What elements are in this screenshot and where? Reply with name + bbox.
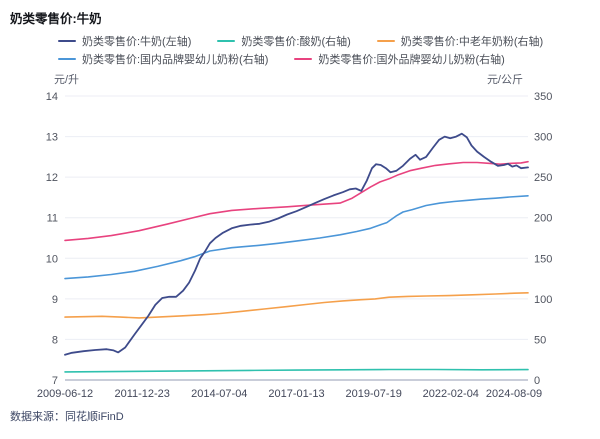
legend-label: 奶类零售价:国外品牌婴幼儿奶粉(右轴): [318, 54, 505, 66]
svg-text:7: 7: [52, 375, 58, 387]
left-axis-unit-label: 元/升: [54, 74, 80, 86]
svg-text:11: 11: [47, 213, 58, 225]
svg-text:350: 350: [534, 91, 552, 103]
svg-text:12: 12: [46, 172, 58, 184]
svg-text:300: 300: [534, 132, 552, 144]
legend-dash-middle-aged-milk-powder: [376, 39, 395, 43]
svg-text:2022-02-04: 2022-02-04: [423, 388, 479, 400]
series-line-yogurt[interactable]: [64, 368, 529, 373]
series-line-milk[interactable]: [64, 132, 529, 356]
legend-item-milk[interactable]: 奶类零售价:牛奶(左轴): [58, 33, 191, 49]
svg-text:0: 0: [534, 375, 540, 387]
legend-item-domestic-infant-formula[interactable]: 奶类零售价:国内品牌婴幼儿奶粉(右轴): [58, 51, 268, 67]
legend-dash-foreign-infant-formula: [294, 57, 313, 61]
left-axis-tick-labels: 14 13 12 11 10 9 8 7: [46, 91, 58, 387]
svg-text:2011-12-23: 2011-12-23: [114, 388, 169, 400]
svg-text:14: 14: [46, 91, 58, 103]
svg-text:2009-06-12: 2009-06-12: [37, 388, 93, 400]
series-lines: [64, 132, 529, 373]
x-axis-tick-labels: 2009-06-12 2011-12-23 2014-07-04 2017-01-13…: [37, 388, 542, 400]
legend-item-foreign-infant-formula[interactable]: 奶类零售价:国外品牌婴幼儿奶粉(右轴): [294, 51, 505, 67]
data-source-note: 数据来源：同花顺iFinD: [10, 411, 124, 423]
series-line-foreign-infant-formula[interactable]: [64, 160, 529, 242]
svg-text:100: 100: [534, 294, 552, 306]
gridlines: [65, 95, 528, 381]
legend-row-2: 奶类零售价:国内品牌婴幼儿奶粉(右轴) 奶类零售价:国外品牌婴幼儿奶粉(右轴): [58, 50, 569, 68]
chart-title: 奶类零售价:牛奶: [10, 12, 102, 26]
right-axis-tick-labels: 350 300 250 200 150 100 50 0: [534, 91, 552, 387]
legend-dash-milk: [58, 39, 76, 43]
svg-text:2017-01-13: 2017-01-13: [268, 388, 324, 400]
svg-text:9: 9: [52, 294, 58, 306]
legend-dash-domestic-infant-formula: [58, 57, 76, 61]
right-axis-unit-label: 元/公斤: [486, 74, 523, 86]
svg-text:2019-07-19: 2019-07-19: [346, 388, 402, 400]
legend-dash-yogurt: [217, 39, 236, 43]
series-line-domestic-infant-formula[interactable]: [64, 195, 529, 280]
legend-label: 奶类零售价:国内品牌婴幼儿奶粉(右轴): [82, 54, 269, 66]
legend-item-yogurt[interactable]: 奶类零售价:酸奶(右轴): [217, 33, 351, 49]
svg-text:2024-08-09: 2024-08-09: [486, 388, 542, 400]
legend-label: 奶类零售价:中老年奶粉(右轴): [400, 36, 544, 48]
svg-text:8: 8: [52, 334, 58, 346]
chart-legend: 奶类零售价:牛奶(左轴) 奶类零售价:酸奶(右轴) 奶类零售价:中老年奶粉(右轴) …: [58, 32, 569, 68]
svg-text:200: 200: [534, 213, 552, 225]
svg-text:2014-07-04: 2014-07-04: [191, 388, 247, 400]
svg-text:13: 13: [46, 132, 58, 144]
svg-text:150: 150: [534, 253, 552, 265]
legend-label: 奶类零售价:牛奶(左轴): [82, 36, 192, 48]
legend-row-1: 奶类零售价:牛奶(左轴) 奶类零售价:酸奶(右轴) 奶类零售价:中老年奶粉(右轴): [58, 32, 569, 50]
svg-text:50: 50: [534, 334, 546, 346]
legend-label: 奶类零售价:酸奶(右轴): [241, 36, 351, 48]
legend-item-middle-aged-milk-powder[interactable]: 奶类零售价:中老年奶粉(右轴): [376, 33, 544, 49]
series-line-middle-aged-milk-powder[interactable]: [64, 291, 529, 319]
svg-text:10: 10: [46, 253, 58, 265]
svg-text:250: 250: [534, 172, 552, 184]
